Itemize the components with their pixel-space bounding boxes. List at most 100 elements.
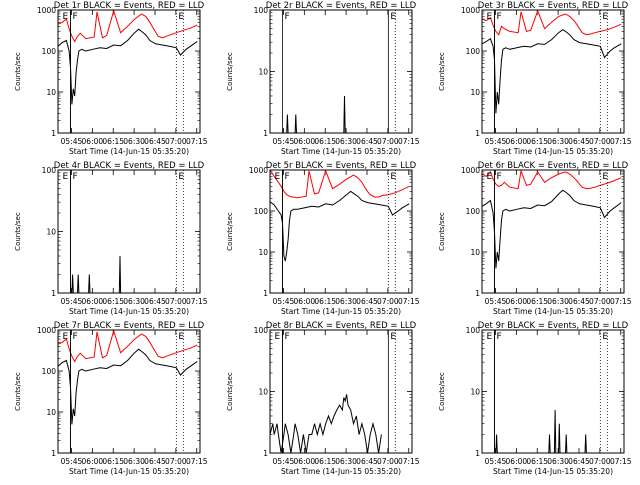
y-tick-label: 100 — [42, 47, 57, 56]
y-tick-label: 10 — [46, 88, 56, 97]
y-tick-label: 100 — [42, 166, 57, 175]
x-axis-label: Start Time (14-Jun-15 05:35:20) — [281, 307, 401, 316]
x-tick-label: 06:45 — [356, 457, 378, 466]
x-tick-label: 06:30 — [335, 457, 357, 466]
x-tick-label: 07:00 — [165, 297, 187, 306]
marker-label-e: E — [390, 172, 396, 182]
y-tick-label: 1000 — [461, 166, 480, 175]
x-axis-label: Start Time (14-Jun-15 05:35:20) — [493, 467, 613, 476]
x-tick-label: 06:15 — [102, 297, 124, 306]
x-tick-label: 05:45 — [273, 137, 295, 146]
x-tick-label: 07:15 — [186, 137, 208, 146]
marker-label-f: F — [285, 332, 290, 342]
panel-title: Det 6r BLACK = Events, RED = LLD — [478, 161, 629, 171]
x-tick-label: 06:15 — [314, 137, 336, 146]
x-tick-label: 07:15 — [610, 137, 632, 146]
series-events-line — [57, 348, 198, 425]
x-tick-label: 05:45 — [61, 137, 83, 146]
detector-panel-9: Det 9r BLACK = Events, RED = LLD Counts/s… — [438, 321, 632, 476]
x-tick-label: 07:15 — [610, 297, 632, 306]
panel-title: Det 9r BLACK = Events, RED = LLD — [478, 321, 629, 331]
series-events-line — [71, 255, 122, 294]
y-axis-label: Counts/sec — [14, 372, 22, 411]
x-tick-label: 06:45 — [568, 457, 590, 466]
marker-label-e: E — [63, 12, 69, 22]
x-axis-label: Start Time (14-Jun-15 05:35:20) — [69, 467, 189, 476]
marker-label-e: E — [390, 12, 396, 22]
marker-label-f: F — [497, 12, 502, 22]
series-events-line — [57, 28, 198, 105]
x-tick-label: 06:15 — [102, 137, 124, 146]
x-tick-label: 07:15 — [610, 457, 632, 466]
x-tick-label: 05:45 — [273, 457, 295, 466]
y-tick-label: 100 — [254, 207, 269, 216]
marker-label-e: E — [178, 332, 184, 342]
x-tick-label: 06:45 — [356, 297, 378, 306]
series-lld-line — [269, 169, 410, 199]
x-axis-label: Start Time (14-Jun-15 05:35:20) — [493, 147, 613, 156]
x-tick-label: 05:45 — [273, 297, 295, 306]
series-events-line — [269, 190, 410, 262]
x-tick-label: 06:45 — [356, 137, 378, 146]
plot-frame — [269, 329, 413, 454]
panel-title: Det 5r BLACK = Events, RED = LLD — [266, 161, 417, 171]
panel-title: Det 8r BLACK = Events, RED = LLD — [266, 321, 417, 331]
y-tick-label: 1 — [475, 129, 480, 138]
x-tick-label: 06:30 — [123, 457, 145, 466]
y-tick-label: 10 — [470, 248, 480, 257]
y-tick-label: 10 — [46, 228, 56, 237]
panel-title: Det 7r BLACK = Events, RED = LLD — [54, 321, 205, 331]
x-tick-label: 06:00 — [82, 137, 104, 146]
series-events-line — [495, 409, 587, 454]
marker-label-f: F — [73, 172, 78, 182]
plot-frame — [57, 9, 201, 134]
x-tick-label: 07:00 — [377, 297, 399, 306]
marker-label-f: F — [73, 12, 78, 22]
x-axis-label: Start Time (14-Jun-15 05:35:20) — [69, 147, 189, 156]
series-lld-line — [481, 9, 622, 36]
plot-frame — [481, 169, 625, 294]
y-axis-label: Counts/sec — [226, 52, 234, 91]
y-tick-label: 1 — [475, 289, 480, 298]
x-tick-label: 06:45 — [144, 297, 166, 306]
marker-label-e: E — [602, 172, 608, 182]
marker-label-e: E — [63, 332, 69, 342]
plot-frame — [269, 9, 413, 134]
y-tick-label: 1000 — [461, 6, 480, 15]
y-tick-label: 1000 — [249, 166, 268, 175]
panel-title: Det 3r BLACK = Events, RED = LLD — [478, 1, 629, 11]
series-events-line — [481, 189, 622, 269]
y-axis-label: Counts/sec — [226, 372, 234, 411]
plot-frame — [481, 9, 625, 134]
series-events-line — [269, 394, 382, 454]
x-tick-label: 07:15 — [186, 297, 208, 306]
y-tick-label: 1 — [51, 449, 56, 458]
x-tick-label: 07:00 — [589, 297, 611, 306]
x-tick-label: 07:15 — [398, 457, 420, 466]
y-axis-label: Counts/sec — [14, 52, 22, 91]
x-tick-label: 07:15 — [186, 457, 208, 466]
x-tick-label: 07:00 — [377, 457, 399, 466]
x-tick-label: 06:15 — [314, 457, 336, 466]
detector-panel-6: Det 6r BLACK = Events, RED = LLD Counts/s… — [438, 161, 632, 316]
marker-label-e: E — [487, 332, 493, 342]
x-tick-label: 07:15 — [398, 297, 420, 306]
marker-label-e: E — [602, 332, 608, 342]
plot-frame — [481, 329, 625, 454]
marker-label-f: F — [285, 12, 290, 22]
y-tick-label: 100 — [466, 47, 481, 56]
x-tick-label: 05:45 — [485, 137, 507, 146]
x-tick-label: 06:15 — [102, 457, 124, 466]
series-lld-line — [57, 329, 198, 363]
detector-panel-3: Det 3r BLACK = Events, RED = LLD Counts/s… — [438, 1, 632, 156]
y-axis-label: Counts/sec — [226, 212, 234, 251]
x-tick-label: 07:00 — [589, 137, 611, 146]
y-tick-label: 1000 — [37, 6, 56, 15]
y-tick-label: 100 — [466, 326, 481, 335]
detector-panel-5: Det 5r BLACK = Events, RED = LLD Counts/s… — [226, 161, 420, 316]
x-tick-label: 07:00 — [165, 457, 187, 466]
series-lld-line — [481, 168, 622, 190]
x-tick-label: 06:45 — [568, 297, 590, 306]
y-tick-label: 10 — [258, 388, 268, 397]
